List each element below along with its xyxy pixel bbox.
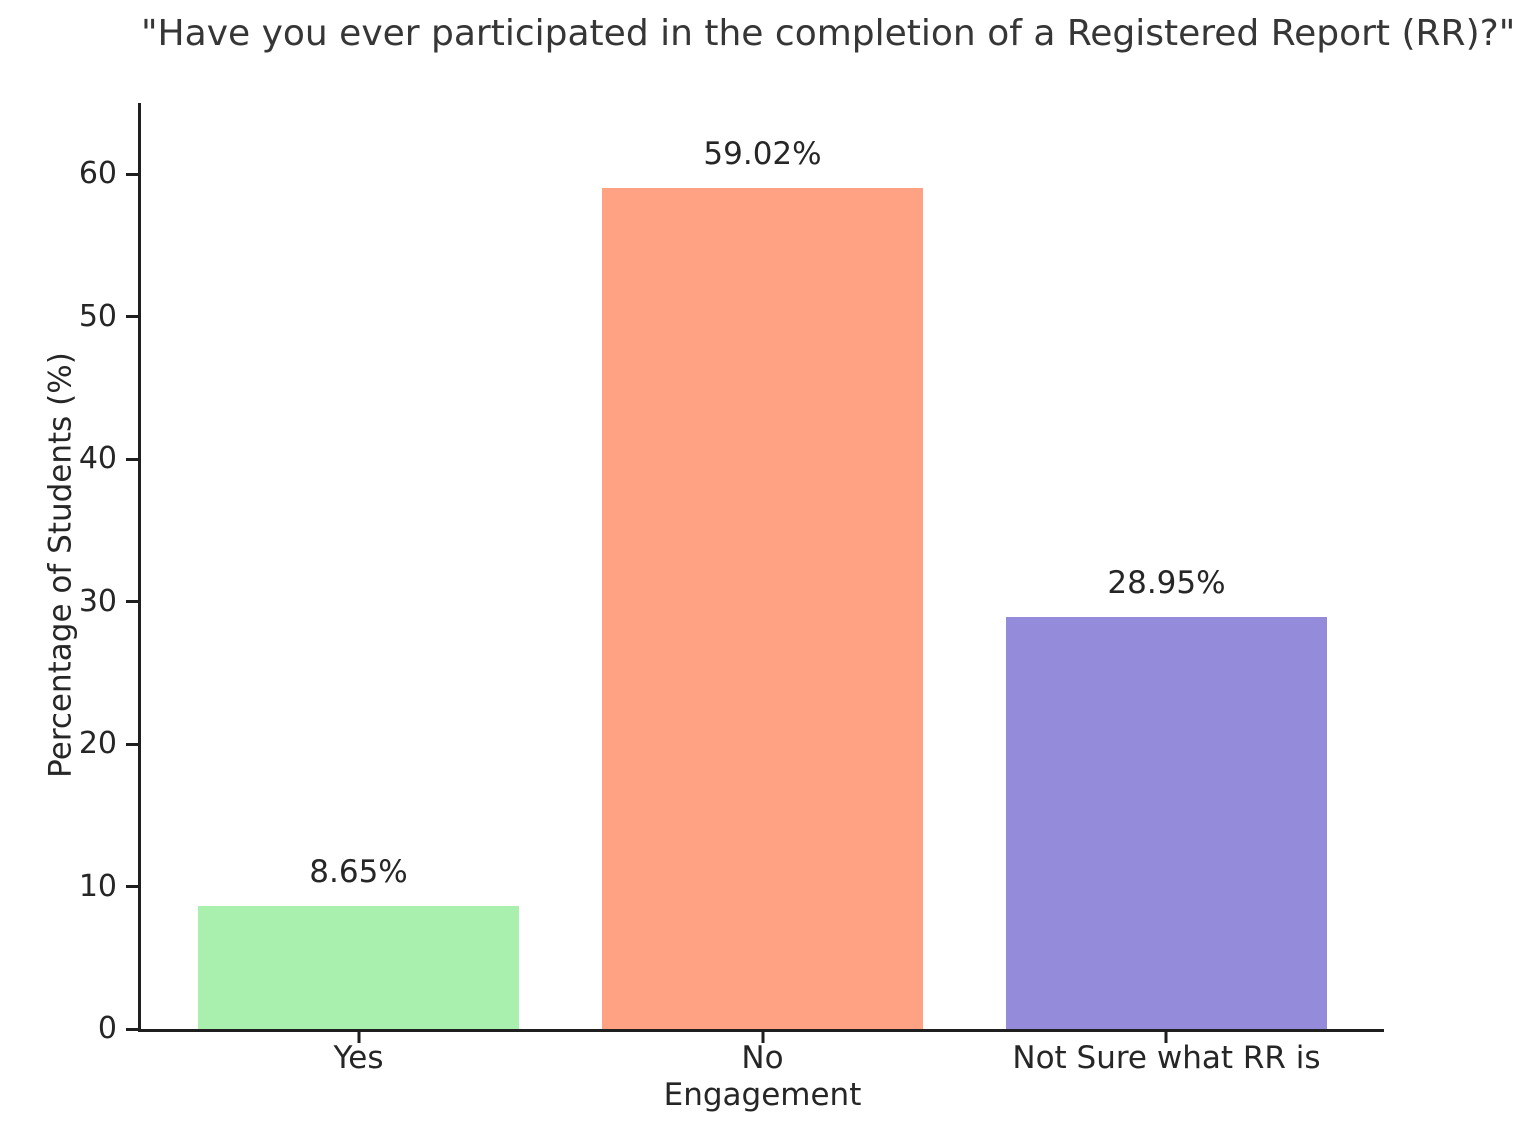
x-tick-label: Not Sure what RR is [1012, 1040, 1321, 1076]
y-tick-mark [126, 600, 138, 604]
bar-yes [197, 905, 520, 1029]
plot-area: 0 10 20 30 40 50 60 8.65% 59.02% 28.95% Yes No Not… [79, 103, 1384, 1074]
y-tick-mark [126, 457, 138, 461]
x-axis-label: Engagement [663, 1077, 862, 1113]
y-tick-label: 0 [97, 1011, 117, 1046]
y-tick-label: 30 [78, 583, 117, 619]
x-tick-mark [357, 1032, 361, 1043]
y-tick-label: 60 [78, 156, 117, 192]
bar-not-sure-what-rr-is [1005, 616, 1328, 1029]
bar-value-label: 59.02% [703, 136, 822, 173]
bar-value-label: 8.65% [309, 853, 408, 890]
y-axis-label: Percentage of Students (%) [42, 352, 79, 778]
y-tick-label: 40 [78, 441, 117, 477]
y-tick-mark [126, 1027, 138, 1031]
y-tick-mark [126, 172, 138, 176]
x-tick-mark [1164, 1032, 1168, 1043]
x-tick-mark [761, 1032, 764, 1043]
chart-title: "Have you ever participated in the compl… [141, 13, 1516, 54]
y-axis-spine [138, 103, 141, 1032]
y-tick-label: 20 [78, 726, 117, 762]
bar-value-label: 28.95% [1107, 564, 1226, 601]
y-tick-mark [126, 885, 138, 889]
y-tick-label: 10 [78, 868, 117, 904]
y-tick-mark [126, 315, 138, 319]
x-axis-spine [138, 1029, 1384, 1032]
bar-no [601, 188, 924, 1029]
y-tick-mark [126, 742, 138, 746]
y-tick-label: 50 [78, 298, 117, 334]
x-tick-label: No [741, 1040, 784, 1076]
x-tick-label: Yes [333, 1040, 384, 1076]
